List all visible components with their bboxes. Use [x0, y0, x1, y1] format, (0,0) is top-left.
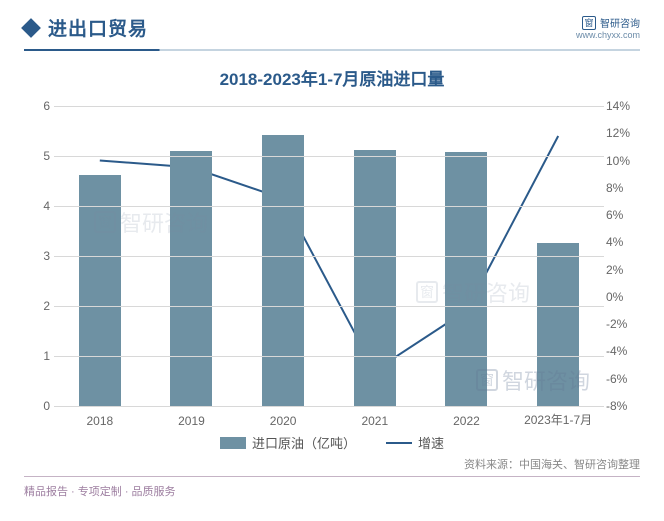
chart-area: 201820192020202120222023年1-7月 0123456-8%…	[24, 96, 640, 456]
brand-icon: 窗	[582, 16, 596, 30]
legend-line-label: 增速	[418, 433, 444, 452]
brand-url: www.chyxx.com	[576, 30, 640, 40]
y-right-tick: -8%	[606, 399, 638, 413]
y-right-tick: 8%	[606, 181, 638, 195]
header-underline	[24, 49, 640, 51]
footer: 精品报告 · 专项定制 · 品质服务	[0, 483, 664, 509]
gridline	[54, 156, 604, 157]
bar	[445, 152, 487, 406]
y-left-tick: 4	[30, 199, 50, 213]
y-right-tick: -4%	[606, 344, 638, 358]
section-title: 进出口贸易	[48, 14, 148, 41]
legend-item-bar: 进口原油（亿吨）	[220, 433, 356, 452]
legend-line-swatch	[386, 442, 412, 444]
y-right-tick: 12%	[606, 126, 638, 140]
bar	[79, 175, 121, 406]
gridline	[54, 406, 604, 407]
bar	[170, 151, 212, 406]
y-right-tick: -6%	[606, 372, 638, 386]
source-line: 资料来源：中国海关、智研咨询整理	[0, 456, 664, 472]
bar	[354, 150, 396, 406]
header-brand: 窗 智研咨询 www.chyxx.com	[576, 15, 640, 40]
legend-bar-swatch	[220, 437, 246, 449]
legend: 进口原油（亿吨） 增速	[24, 433, 640, 452]
bar	[537, 243, 579, 406]
brand-name: 智研咨询	[600, 15, 640, 30]
diamond-icon	[21, 18, 41, 38]
y-right-tick: 10%	[606, 154, 638, 168]
plot: 201820192020202120222023年1-7月 0123456-8%…	[54, 106, 604, 406]
gridline	[54, 256, 604, 257]
header-left: 进出口贸易	[24, 14, 148, 41]
y-left-tick: 6	[30, 99, 50, 113]
gridline	[54, 356, 604, 357]
y-left-tick: 5	[30, 149, 50, 163]
y-right-tick: 2%	[606, 263, 638, 277]
y-left-tick: 3	[30, 249, 50, 263]
x-tick: 2023年1-7月	[283, 411, 664, 428]
gridline	[54, 206, 604, 207]
legend-item-line: 增速	[386, 433, 444, 452]
footer-text: 精品报告 · 专项定制 · 品质服务	[24, 483, 176, 499]
y-right-tick: -2%	[606, 317, 638, 331]
gridline	[54, 106, 604, 107]
y-left-tick: 2	[30, 299, 50, 313]
y-right-tick: 6%	[606, 208, 638, 222]
y-right-tick: 14%	[606, 99, 638, 113]
gridline	[54, 306, 604, 307]
y-right-tick: 4%	[606, 235, 638, 249]
legend-bar-label: 进口原油（亿吨）	[252, 433, 356, 452]
y-left-tick: 1	[30, 349, 50, 363]
header: 进出口贸易 窗 智研咨询 www.chyxx.com	[0, 0, 664, 49]
y-left-tick: 0	[30, 399, 50, 413]
bar	[262, 135, 304, 406]
y-right-tick: 0%	[606, 290, 638, 304]
footer-underline	[24, 476, 640, 477]
chart-title: 2018-2023年1-7月原油进口量	[0, 55, 664, 96]
